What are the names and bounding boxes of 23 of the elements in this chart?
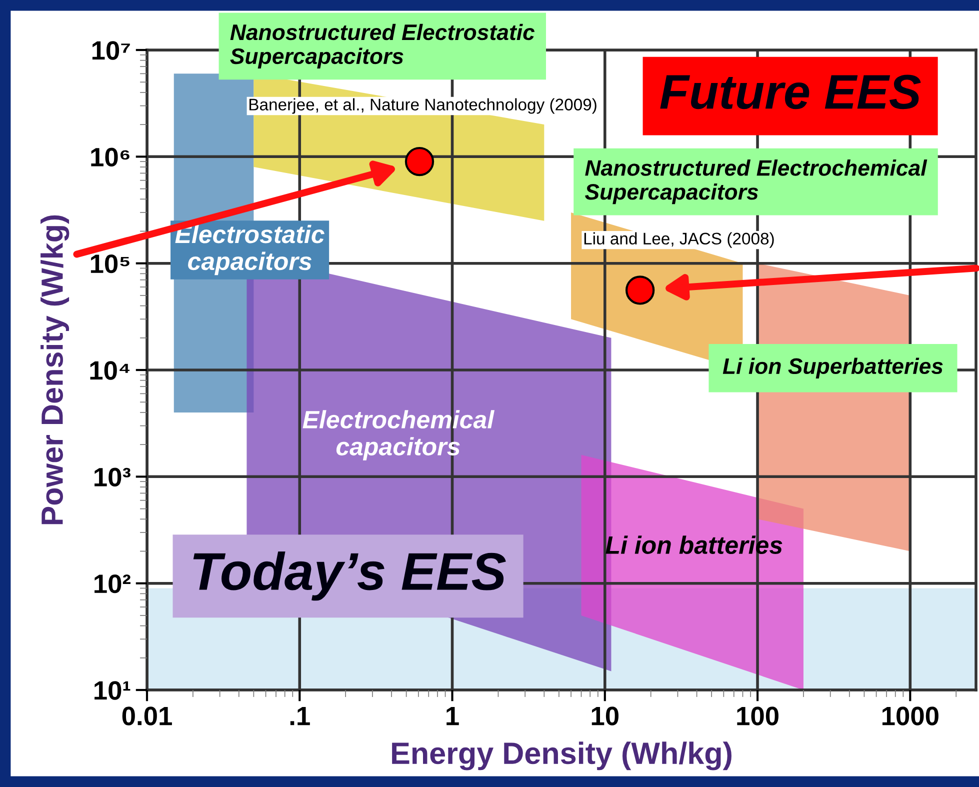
y-tick-label: 10⁷ — [92, 41, 130, 60]
annotation: Nanostructured Electrochemical Supercapacitors — [584, 160, 928, 204]
y-tick-label: 10⁵ — [90, 254, 130, 274]
annotation: Nanostructured Electrostatic Supercapacitors — [230, 24, 535, 68]
y-tick-label: 10² — [94, 574, 130, 594]
y-tick-label: 10⁶ — [91, 148, 130, 166]
x-tick-label: 0.01 — [122, 706, 172, 726]
y-tick-label: 10⁴ — [90, 361, 130, 380]
annotation: Li ion Superbatteries — [722, 358, 943, 378]
x-tick-label: 100 — [737, 706, 778, 726]
x-axis-title: Energy Density (Wh/kg) — [392, 742, 732, 770]
x-tick-label: 1 — [446, 706, 459, 726]
annotation: Today’s EES — [193, 551, 506, 601]
annotation: Future EES — [660, 74, 921, 110]
x-tick-label: .1 — [290, 706, 310, 726]
y-tick-label: 10³ — [94, 468, 130, 486]
x-tick-label: 1000 — [882, 706, 938, 726]
y-axis-title: Power Density (W/kg) — [40, 215, 70, 524]
annotation: Banerjee, et al., Nature Nanotechnology (2009) — [250, 98, 596, 114]
annotation: Electrostatic capacitors — [175, 224, 324, 276]
x-tick-label: 10 — [592, 706, 618, 726]
y-tick-label: 10¹ — [94, 681, 130, 700]
annotation: Liu and Lee, JACS (2008) — [584, 232, 774, 248]
